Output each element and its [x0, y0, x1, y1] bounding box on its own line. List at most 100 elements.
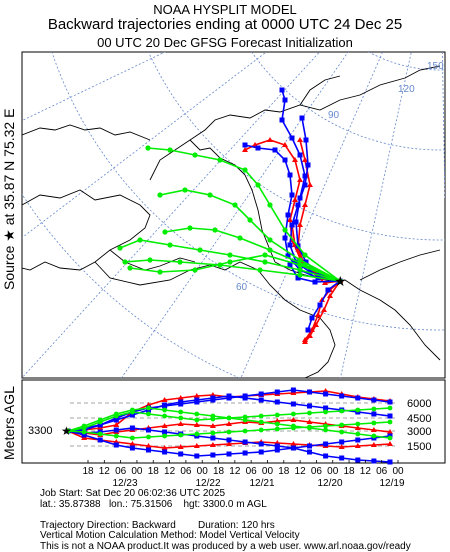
green-marker	[237, 235, 243, 241]
blue-height-marker	[178, 451, 184, 457]
coastline	[109, 249, 196, 271]
height-tick-label: 3000	[407, 426, 431, 438]
green-marker	[145, 145, 151, 151]
blue-height-marker	[371, 458, 377, 464]
time-tick-label: 18	[82, 466, 94, 477]
green-height-marker	[178, 432, 184, 438]
coastline	[299, 75, 341, 106]
blue-marker	[305, 327, 311, 333]
blue-height-marker	[339, 393, 345, 399]
green-height-marker	[226, 429, 232, 435]
green-height-marker	[242, 417, 248, 423]
green-height-marker	[162, 433, 168, 439]
green-height-marker	[258, 413, 264, 419]
map-frame	[21, 51, 446, 379]
blue-height-marker	[274, 399, 280, 405]
blue-marker	[282, 157, 288, 163]
green-height-marker	[371, 433, 377, 439]
green-marker	[157, 269, 163, 275]
blue-marker	[289, 192, 295, 198]
green-height-marker	[274, 412, 280, 418]
blue-height-marker	[290, 445, 296, 451]
green-marker	[262, 259, 268, 265]
date-label: 12/19	[379, 478, 404, 489]
red-marker	[297, 177, 303, 182]
longitude-line	[340, 52, 412, 378]
green-marker	[122, 259, 128, 265]
blue-height-marker	[323, 405, 329, 411]
green-height-marker	[146, 434, 151, 440]
blue-height-marker	[162, 429, 168, 435]
blue-height-marker	[226, 451, 232, 457]
red-marker	[313, 322, 319, 327]
red-marker	[307, 333, 313, 338]
green-marker	[197, 247, 203, 253]
green-marker	[192, 267, 198, 273]
grid-label-60: 60	[236, 282, 248, 293]
red-height-marker	[193, 443, 200, 448]
green-height-marker	[355, 431, 361, 437]
green-marker	[297, 262, 303, 268]
title-line-2: Backward trajectories ending at 0000 UTC…	[47, 16, 403, 33]
blue-height-marker	[97, 422, 103, 428]
red-height-marker	[354, 425, 361, 430]
green-height-marker	[291, 423, 296, 429]
green-marker	[297, 257, 303, 263]
blue-marker	[295, 202, 301, 208]
red-height-marker	[290, 441, 297, 446]
green-height-marker	[307, 410, 312, 416]
green-height-marker	[210, 430, 216, 436]
green-height-marker	[81, 429, 87, 435]
red-height-marker	[226, 421, 232, 426]
time-tick-label: 06	[115, 466, 127, 477]
red-height-marker	[274, 418, 281, 423]
green-height-marker	[323, 423, 328, 429]
blue-height-marker	[290, 401, 296, 407]
red-marker	[327, 293, 333, 298]
blue-height-marker	[323, 391, 329, 397]
red-height-marker	[161, 423, 168, 428]
green-height-marker	[194, 417, 200, 423]
red-height-marker	[387, 441, 393, 446]
red-height-marker	[338, 444, 345, 449]
green-height-marker	[178, 415, 184, 421]
blue-height-marker	[146, 427, 151, 433]
red-marker	[302, 157, 308, 162]
green-marker	[232, 202, 238, 208]
footer-job-start: Job Start: Sat Dec 20 06:02:36 UTC 2025	[40, 488, 226, 499]
blue-height-marker	[194, 399, 200, 405]
blue-marker	[279, 87, 285, 93]
blue-height-marker	[146, 447, 151, 453]
green-marker	[182, 187, 188, 193]
blue-height-marker	[129, 425, 135, 431]
red-height-marker	[161, 445, 168, 450]
graticule	[22, 52, 445, 378]
red-height-marker	[177, 444, 184, 449]
coastline	[22, 124, 151, 141]
time-tick-label: 12	[164, 466, 176, 477]
blue-height-marker	[387, 399, 393, 405]
blue-height-marker	[258, 441, 264, 447]
blue-height-marker	[371, 397, 377, 403]
green-height-marker	[355, 421, 361, 427]
blue-marker	[279, 117, 285, 123]
red-marker	[282, 142, 288, 147]
blue-height-marker	[194, 453, 200, 459]
green-height-marker	[97, 431, 103, 437]
green-height-marker	[258, 427, 264, 433]
time-tick-label: 18	[213, 466, 225, 477]
blue-height-marker	[307, 443, 312, 449]
height-panel-frame	[21, 379, 446, 464]
time-tick-label: 12	[229, 466, 241, 477]
blue-marker	[282, 97, 288, 103]
green-marker	[247, 217, 253, 223]
footer-coords: lat.: 35.87388 lon.: 75.31506 hgt: 3300.…	[40, 498, 267, 510]
time-tick-label: 12	[360, 466, 372, 477]
time-tick-label: 18	[148, 466, 160, 477]
green-marker	[267, 247, 273, 253]
blue-marker	[302, 173, 308, 179]
grid-label-150: 150	[427, 61, 444, 72]
blue-height-marker	[258, 397, 264, 403]
green-marker	[137, 237, 143, 243]
